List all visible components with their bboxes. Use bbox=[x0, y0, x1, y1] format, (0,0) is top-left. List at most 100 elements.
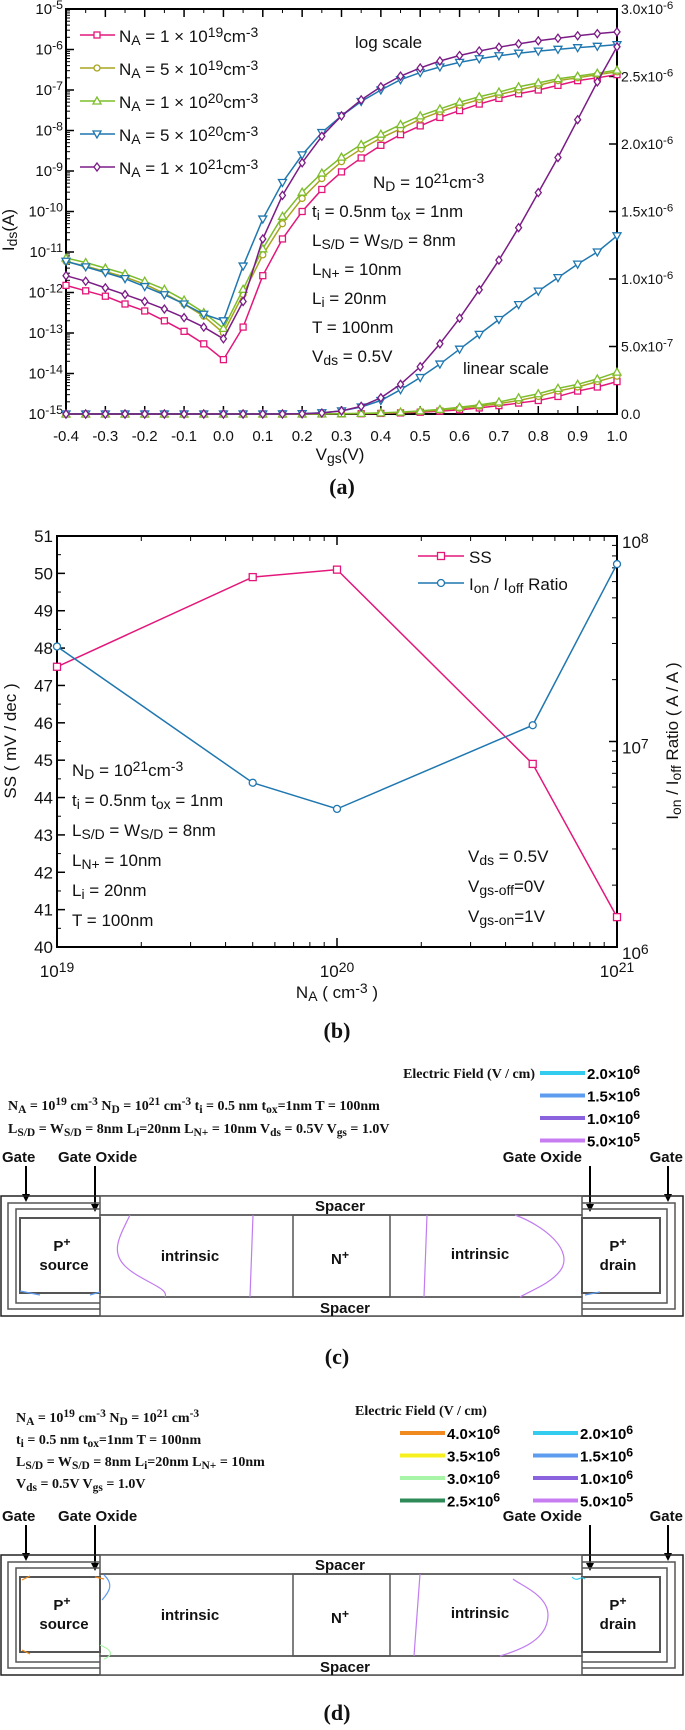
log-point bbox=[218, 317, 229, 327]
x-tick-label-a: 0.6 bbox=[449, 428, 470, 445]
linear-point bbox=[613, 41, 621, 52]
legend-label: Ion / Ioff Ratio bbox=[469, 575, 568, 596]
linear-point bbox=[454, 345, 465, 355]
y-tick-label-a: 10-10 bbox=[29, 201, 64, 221]
linear-point bbox=[258, 408, 267, 420]
field-contour bbox=[99, 1644, 111, 1660]
y-tick-label-a: 10-8 bbox=[35, 120, 63, 140]
n-plus-region bbox=[292, 1214, 391, 1298]
legend-item-b: Ion / Ioff Ratio bbox=[418, 575, 568, 596]
gate-label-left: Gate bbox=[2, 1508, 35, 1525]
field-legend-item: 2.0×106 bbox=[540, 1063, 640, 1083]
log-point bbox=[81, 276, 90, 287]
linear-point bbox=[375, 407, 386, 417]
log-point bbox=[100, 268, 111, 278]
log-point bbox=[377, 81, 385, 92]
y-tick-label-b: 48 bbox=[34, 639, 53, 658]
series-a bbox=[60, 26, 623, 420]
linear-scale-label: linear scale bbox=[463, 359, 549, 378]
panel-c-diagram: Electric Field (V / cm) 2.0×106 1.5×1061.… bbox=[0, 1063, 684, 1369]
source-region bbox=[19, 1217, 101, 1294]
linear-point bbox=[140, 408, 149, 420]
intrinsic-label-left: intrinsic bbox=[161, 1607, 219, 1624]
data-point bbox=[248, 572, 257, 582]
drain-type-label: P+ bbox=[609, 1235, 626, 1255]
bias-text-b: Vds = 0.5V bbox=[468, 847, 549, 868]
legend-label: NA = 1 × 1019cm-3 bbox=[119, 24, 259, 48]
panel-label-b: (b) bbox=[324, 1018, 351, 1043]
arrow-down-icon bbox=[22, 1194, 30, 1202]
y-tick-label-a: 10-5 bbox=[35, 0, 63, 18]
log-point bbox=[534, 35, 543, 46]
linear-point bbox=[593, 76, 602, 87]
x-tick-label-a: -0.3 bbox=[92, 428, 118, 445]
x-tick-label-a: 0.7 bbox=[488, 428, 509, 445]
y-tick-label-b: 51 bbox=[34, 527, 53, 546]
linear-point bbox=[239, 408, 247, 420]
log-point bbox=[278, 235, 287, 243]
spacer-label-top: Spacer bbox=[315, 1557, 365, 1574]
field-contour bbox=[499, 1578, 549, 1657]
axes-b: 40 41 42 43 44 45 46 47 48 49 50 51 106 107 108 1019 102… bbox=[34, 527, 649, 981]
linear-point bbox=[474, 330, 485, 340]
arrow-down-icon bbox=[664, 1553, 672, 1561]
log-point bbox=[257, 215, 268, 225]
log-point bbox=[592, 67, 603, 77]
log-point bbox=[513, 81, 524, 91]
field-contour bbox=[101, 1574, 111, 1601]
param-text-d: Vds = 0.5V Vgs = 1.0V bbox=[16, 1477, 145, 1494]
legend-label: NA = 1 × 1020cm-3 bbox=[119, 90, 259, 114]
log-point bbox=[180, 312, 188, 323]
x-axis-label-a: Vgs(V) bbox=[316, 445, 365, 466]
linear-point bbox=[434, 404, 446, 414]
log-point bbox=[415, 110, 426, 120]
log-point bbox=[454, 96, 465, 106]
data-point bbox=[332, 565, 342, 574]
axes-a: 10-5 10-6 10-7 10-8 10-9 10-10 10-11 10-12 10-13… bbox=[29, 0, 674, 445]
field-legend-item: 1.0×106 bbox=[540, 1108, 640, 1128]
param-text-b: LN+ = 10nm bbox=[72, 851, 162, 872]
linear-point bbox=[611, 366, 623, 376]
field-legend-item: 4.0×106 bbox=[400, 1423, 500, 1443]
log-point bbox=[416, 62, 425, 74]
series-b-2 bbox=[52, 559, 622, 814]
linear-point bbox=[493, 315, 505, 325]
legend-a: NA = 1 × 1019cm-3 NA = 5 × 1019cm-3 NA = 1… bbox=[80, 24, 259, 180]
n-plus-label: N+ bbox=[331, 1607, 349, 1627]
y-tick-label-b: 47 bbox=[34, 676, 53, 695]
gate-oxide-label-left: Gate Oxide bbox=[58, 1508, 137, 1525]
log-point bbox=[514, 38, 523, 49]
legend-item-b: SS bbox=[418, 548, 492, 567]
legend-title-d: Electric Field (V / cm) bbox=[355, 1404, 487, 1419]
log-point bbox=[277, 211, 288, 220]
y-tick-label-a: 10-13 bbox=[29, 322, 64, 342]
legend-marker bbox=[436, 551, 446, 561]
n-plus-region bbox=[292, 1573, 391, 1657]
x-tick-label-a: 0.9 bbox=[567, 428, 588, 445]
field-legend-item: 1.0×106 bbox=[533, 1468, 633, 1488]
field-legend-label: 3.0×106 bbox=[447, 1468, 500, 1488]
panel-label-d: (d) bbox=[324, 1700, 351, 1725]
log-point bbox=[455, 50, 464, 61]
field-legend-label: 5.0×105 bbox=[587, 1131, 640, 1151]
param-text-b: ND = 1021cm-3 bbox=[72, 758, 183, 782]
linear-point bbox=[474, 399, 485, 409]
y-tick-label-a: 10-15 bbox=[29, 403, 64, 423]
intrinsic-label-left: intrinsic bbox=[161, 1248, 219, 1265]
log-point bbox=[298, 157, 306, 168]
log-point bbox=[554, 33, 562, 44]
y2-tick-label-b: 107 bbox=[622, 736, 649, 758]
linear-point bbox=[495, 255, 503, 266]
y-tick-label-b: 40 bbox=[34, 938, 53, 957]
log-point bbox=[318, 185, 326, 194]
gate-oxide-label-left: Gate Oxide bbox=[58, 1149, 137, 1166]
log-point bbox=[219, 333, 228, 344]
legend-label: NA = 5 × 1020cm-3 bbox=[119, 123, 259, 147]
log-point bbox=[140, 296, 149, 307]
y-tick-label-a: 10-11 bbox=[29, 241, 63, 261]
drain-region bbox=[581, 1217, 661, 1294]
linear-point bbox=[416, 361, 425, 372]
log-point bbox=[552, 45, 564, 55]
arrow-down-icon bbox=[586, 1563, 594, 1571]
linear-point bbox=[592, 248, 603, 258]
